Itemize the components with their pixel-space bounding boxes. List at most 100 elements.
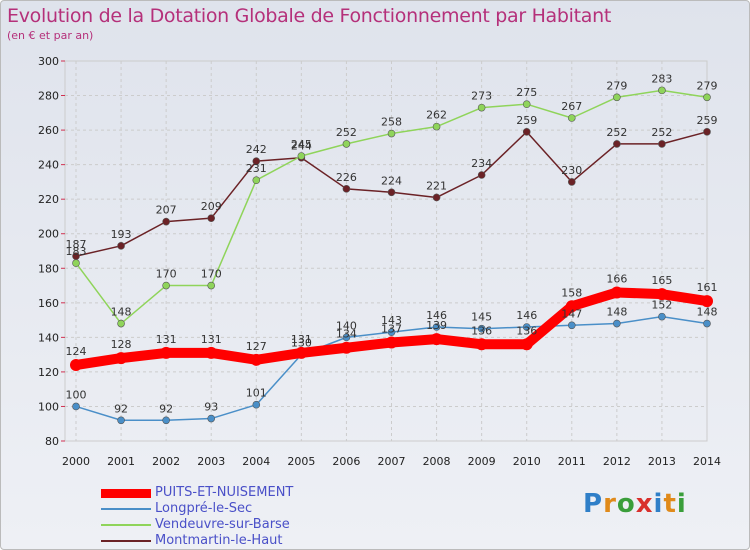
data-point [522, 128, 531, 136]
data-point [252, 176, 261, 184]
legend-item: Vendeuvre-sur-Barse [101, 517, 293, 533]
y-tick-label: 280 [38, 90, 59, 103]
plot-border [64, 60, 708, 442]
data-point [250, 353, 263, 366]
x-tick-label: 2009 [468, 455, 496, 468]
data-label: 140 [336, 319, 357, 332]
data-point [567, 321, 576, 330]
y-tick-label: 220 [38, 193, 59, 206]
data-point [162, 416, 170, 425]
data-point [115, 352, 128, 365]
data-point [613, 93, 621, 102]
data-point [387, 328, 396, 336]
data-label: 275 [516, 86, 537, 99]
data-label: 262 [426, 109, 447, 122]
data-point [475, 338, 488, 351]
x-tick-label: 2014 [693, 455, 721, 468]
data-label: 161 [697, 281, 718, 294]
data-label: 273 [471, 90, 492, 103]
data-label: 128 [111, 338, 132, 351]
data-point [295, 346, 308, 359]
data-point [432, 122, 441, 131]
data-point [432, 193, 441, 202]
data-label: 183 [66, 245, 87, 258]
data-label: 152 [651, 299, 672, 312]
data-point [342, 140, 351, 148]
data-label: 170 [201, 268, 222, 281]
data-label: 158 [561, 286, 582, 299]
data-point [610, 286, 623, 299]
data-point [252, 157, 261, 165]
data-point [160, 346, 173, 359]
y-tick-label: 240 [38, 159, 59, 172]
logo-letter: i [676, 489, 687, 519]
legend-label: Vendeuvre-sur-Barse [155, 517, 290, 532]
y-tick-label: 160 [38, 297, 59, 310]
data-point [342, 333, 351, 342]
x-tick-label: 2013 [648, 455, 676, 468]
x-tick-label: 2006 [332, 455, 360, 468]
data-point [522, 100, 531, 108]
data-point [162, 281, 170, 290]
data-label: 139 [426, 319, 447, 332]
data-label: 230 [561, 164, 582, 177]
data-label: 93 [204, 401, 218, 414]
data-label: 267 [561, 100, 582, 113]
data-point [387, 129, 396, 138]
chart-title: Evolution de la Dotation Globale de Fonc… [7, 5, 612, 27]
data-label: 258 [381, 116, 402, 129]
x-tick-label: 2000 [62, 455, 90, 468]
x-tick-label: 2010 [513, 455, 541, 468]
data-label: 279 [606, 79, 627, 92]
data-point [520, 338, 533, 351]
axes: 80 100 120 140 160 180 200 220 240 260 280 300 2000 2… [38, 55, 721, 468]
legend-label: Montmartin-le-Haut [155, 533, 283, 548]
data-point [432, 323, 441, 331]
data-point [658, 86, 666, 95]
data-point [207, 214, 216, 222]
data-label: 166 [606, 272, 627, 285]
data-point [477, 324, 486, 333]
data-point [658, 140, 666, 148]
data-label: 283 [651, 72, 672, 85]
data-label: 148 [697, 306, 718, 319]
x-tick-label: 2001 [107, 455, 135, 468]
legend-item: Longpré-le-Sec [101, 501, 293, 517]
data-label: 148 [606, 306, 627, 319]
data-point [613, 319, 621, 328]
data-point [701, 295, 713, 308]
data-label: 92 [159, 402, 173, 415]
data-point [252, 400, 261, 409]
data-label: 92 [114, 402, 128, 415]
data-label: 193 [111, 228, 132, 241]
data-point [430, 333, 443, 346]
x-tick-label: 2002 [152, 455, 180, 468]
data-label: 226 [336, 171, 357, 184]
data-label: 224 [381, 174, 402, 187]
x-tick-label: 2012 [603, 455, 631, 468]
y-tick-label: 260 [38, 124, 59, 137]
data-label: 242 [246, 143, 267, 156]
data-label: 207 [156, 204, 177, 217]
logo-letter: o [616, 489, 636, 519]
data-point [70, 359, 82, 371]
legend-item: Montmartin-le-Haut [101, 533, 293, 549]
data-label: 124 [66, 345, 87, 358]
x-tick-label: 2003 [197, 455, 225, 468]
x-tick-label: 2008 [423, 455, 451, 468]
y-tick-label: 180 [38, 262, 59, 275]
data-label: 279 [697, 79, 718, 92]
data-label: 221 [426, 179, 447, 192]
data-label: 143 [381, 314, 402, 327]
legend-swatch [101, 508, 151, 510]
data-point [72, 402, 80, 411]
data-point [655, 288, 668, 301]
data-label: 231 [246, 162, 267, 175]
proxiti-logo: Proxiti [583, 489, 687, 519]
data-label: 101 [246, 387, 267, 400]
data-label: 137 [381, 323, 402, 336]
data-label: 259 [697, 114, 718, 127]
data-point [117, 319, 125, 328]
